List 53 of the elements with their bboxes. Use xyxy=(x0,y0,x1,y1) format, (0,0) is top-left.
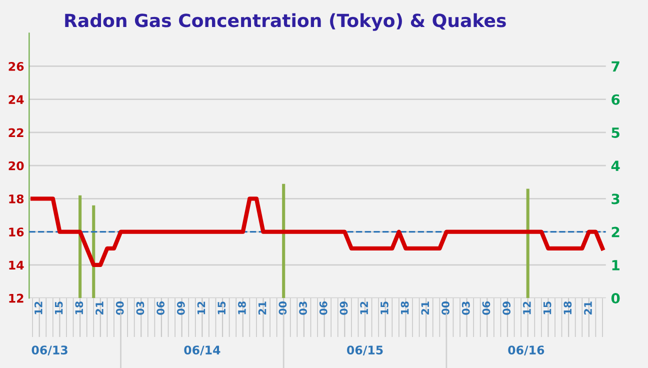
x-tick-label: 15 xyxy=(543,302,552,314)
y2-tick-label: 6 xyxy=(612,94,620,105)
y2-tick-label: 7 xyxy=(612,61,620,72)
x-tick-label: 15 xyxy=(380,302,388,314)
x-tick-label: 18 xyxy=(564,302,572,314)
x-tick-label: 09 xyxy=(340,302,348,315)
text: 06/14 xyxy=(184,346,220,356)
chart-title: Radon Gas Concentration (Tokyo) & Quakes xyxy=(65,13,506,31)
y-tick-label: 26 xyxy=(8,62,24,71)
x-tick-label: 03 xyxy=(299,302,307,315)
x-tick-label: 06 xyxy=(156,301,164,315)
x-tick-label: 12 xyxy=(360,302,368,314)
y-tick-label: 14 xyxy=(9,260,24,270)
x-tick-label: 21 xyxy=(96,302,104,315)
text: 06/15 xyxy=(346,346,383,356)
y2-tick-label: 5 xyxy=(612,128,620,138)
x-tick-label: 09 xyxy=(176,302,185,315)
x-tick-label: 03 xyxy=(136,302,144,315)
y-tick-label: 12 xyxy=(9,294,24,303)
x-tick-label: 15 xyxy=(218,302,226,314)
x-tick-label: 18 xyxy=(238,302,246,314)
x-tick-label: 06 xyxy=(319,301,328,315)
line-series xyxy=(30,196,605,268)
x-tick-label: 03 xyxy=(462,302,470,315)
x-tick-label: 00 xyxy=(442,301,450,315)
bar xyxy=(78,195,82,298)
bar xyxy=(282,184,286,298)
y-tick-label: 22 xyxy=(8,128,24,137)
x-tick-label: 18 xyxy=(75,302,84,314)
x-tick-label: 06 xyxy=(482,301,490,315)
x-tick-label: 09 xyxy=(502,302,511,315)
text: 06/16 xyxy=(508,346,544,356)
y-tick-label: 18 xyxy=(9,194,24,204)
x-tick-label: 15 xyxy=(54,302,63,314)
y2-tick-label: 2 xyxy=(612,226,620,238)
x-tick-label: 21 xyxy=(421,302,429,315)
y2-tick-label: 1 xyxy=(612,260,620,270)
x-tick-label: 12 xyxy=(522,302,531,314)
text: 06/13 xyxy=(32,346,68,356)
y2-tick-label: 0 xyxy=(611,293,620,304)
y-tick-label: 16 xyxy=(9,228,24,236)
x-tick-label: 21 xyxy=(584,302,592,315)
x-tick-label: 00 xyxy=(116,301,124,315)
bar xyxy=(526,188,530,298)
y2-tick-label: 3 xyxy=(612,194,620,204)
x-tick-label: 00 xyxy=(278,301,287,315)
y-tick-label: 24 xyxy=(8,95,24,104)
y2-tick-label: 4 xyxy=(611,160,620,171)
y-tick-label: 20 xyxy=(8,161,24,170)
x-tick-label: 12 xyxy=(34,302,42,314)
x-tick-label: 18 xyxy=(400,302,409,314)
x-tick-label: 12 xyxy=(197,302,206,314)
x-tick-label: 21 xyxy=(258,302,266,315)
